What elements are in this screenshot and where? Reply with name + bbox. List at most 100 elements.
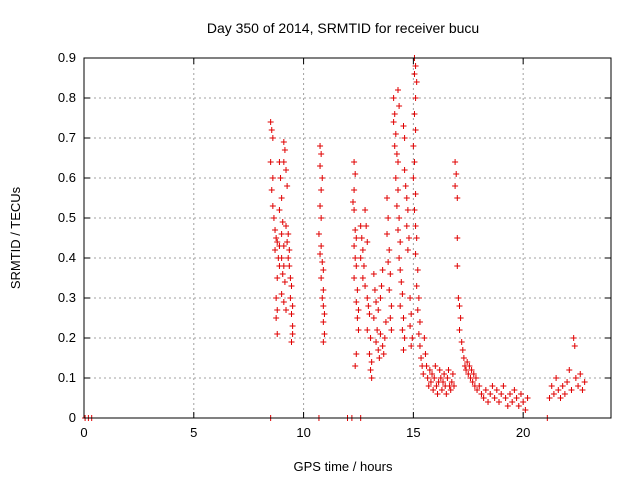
data-point [404, 207, 411, 213]
data-point [281, 147, 288, 153]
data-point [564, 379, 571, 385]
data-point [489, 383, 496, 389]
data-point [317, 163, 324, 169]
data-point [445, 367, 452, 373]
data-point [450, 383, 457, 389]
data-point [402, 183, 409, 189]
data-point [273, 295, 280, 301]
data-point [485, 399, 492, 405]
y-tick-label: 0.3 [58, 290, 76, 305]
data-point [414, 307, 421, 313]
data-point [504, 403, 511, 409]
data-point [393, 151, 400, 157]
data-point [413, 283, 420, 289]
data-point [321, 311, 328, 317]
data-point [360, 263, 367, 269]
data-point [397, 303, 404, 309]
data-point [517, 391, 524, 397]
data-point [363, 223, 370, 229]
data-point [449, 371, 456, 377]
data-point [319, 175, 326, 181]
data-point [278, 231, 285, 237]
data-point [287, 295, 294, 301]
data-point [472, 375, 479, 381]
data-point [487, 391, 494, 397]
data-point [353, 351, 360, 357]
data-point [286, 263, 293, 269]
data-point [411, 159, 418, 165]
data-point [463, 367, 470, 373]
data-point [368, 359, 375, 365]
data-point [409, 335, 416, 341]
data-point [470, 371, 477, 377]
data-point [459, 347, 466, 353]
data-point [443, 391, 450, 397]
data-point [273, 235, 280, 241]
data-point [395, 187, 402, 193]
data-point [277, 175, 284, 181]
data-point [274, 275, 281, 281]
x-tick-label: 15 [406, 425, 420, 440]
data-point [400, 123, 407, 129]
data-point [457, 315, 464, 321]
axis-ticks: 0 0.1 0.2 0.3 0.4 0.5 0.6 0.7 0.8 0.9 0 5 10 15 20 [58, 50, 611, 440]
data-point [396, 103, 403, 109]
data-point [286, 247, 293, 253]
data-point [352, 255, 359, 261]
data-point [319, 259, 326, 265]
data-point [385, 215, 392, 221]
data-point [274, 307, 281, 313]
data-point [480, 395, 487, 401]
data-point [498, 391, 505, 397]
data-point [278, 255, 285, 261]
data-point [269, 135, 276, 141]
data-point [399, 327, 406, 333]
data-point [370, 271, 377, 277]
data-point [436, 367, 443, 373]
data-point [283, 167, 290, 173]
data-point [434, 391, 441, 397]
data-point [410, 143, 417, 149]
data-point [288, 339, 295, 345]
data-point [579, 387, 586, 393]
data-point [351, 275, 358, 281]
data-point [381, 335, 388, 341]
data-point [289, 331, 296, 337]
data-point [465, 371, 472, 377]
data-point [401, 167, 408, 173]
data-point [412, 63, 419, 69]
data-point [423, 363, 430, 369]
data-point [432, 363, 439, 369]
data-point [509, 399, 516, 405]
data-point [414, 267, 421, 273]
data-point [358, 235, 365, 241]
data-point [469, 379, 476, 385]
data-point [482, 387, 489, 393]
data-point [466, 363, 473, 369]
data-point [513, 395, 520, 401]
data-point [289, 323, 296, 329]
data-point [362, 283, 369, 289]
data-point [437, 375, 444, 381]
data-point [321, 331, 328, 337]
data-point [376, 355, 383, 361]
data-point [354, 287, 361, 293]
data-point [458, 339, 465, 345]
x-tick-label: 5 [190, 425, 197, 440]
data-point [524, 395, 531, 401]
data-point [371, 287, 378, 293]
data-point [317, 203, 324, 209]
data-point [351, 207, 358, 213]
data-point [373, 339, 380, 345]
data-point [386, 287, 393, 293]
data-point [456, 327, 463, 333]
data-point [351, 243, 358, 249]
data-point [422, 351, 429, 357]
data-point [548, 383, 555, 389]
data-point [438, 387, 445, 393]
data-point [272, 227, 279, 233]
data-point [424, 375, 431, 381]
data-point [370, 315, 377, 321]
data-point [396, 215, 403, 221]
